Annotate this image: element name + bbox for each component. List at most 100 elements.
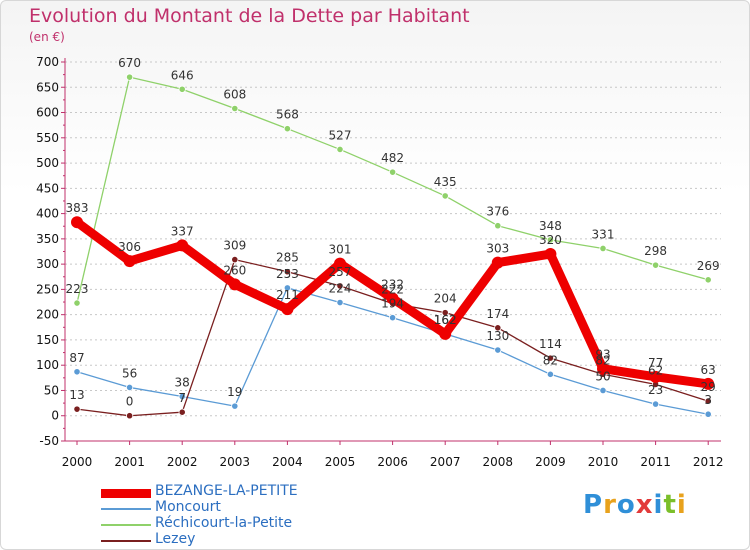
data-label-1: 50 bbox=[595, 369, 610, 383]
data-label-3: 82 bbox=[595, 353, 610, 367]
series-point-0 bbox=[176, 239, 189, 252]
series-point-2 bbox=[126, 73, 134, 81]
series-point-2 bbox=[494, 222, 502, 230]
series-point-2 bbox=[651, 261, 660, 269]
data-label-2: 435 bbox=[434, 175, 457, 189]
series-point-3 bbox=[336, 282, 344, 290]
data-label-0: 211 bbox=[276, 288, 299, 302]
series-point-3 bbox=[494, 324, 502, 332]
data-label-1: 162 bbox=[434, 313, 457, 327]
x-tick-label: 2012 bbox=[693, 455, 724, 469]
logo-letter: r bbox=[603, 490, 617, 520]
series-point-3 bbox=[283, 268, 291, 276]
axes bbox=[61, 58, 721, 445]
x-tick-label: 2010 bbox=[588, 455, 619, 469]
data-label-3: 309 bbox=[223, 239, 246, 253]
data-label-1: 56 bbox=[122, 366, 137, 380]
data-label-2: 482 bbox=[381, 151, 404, 165]
series-point-1 bbox=[126, 383, 134, 392]
data-label-1: 82 bbox=[543, 353, 558, 367]
data-label-1: 23 bbox=[648, 383, 663, 397]
data-label-2: 269 bbox=[697, 259, 720, 273]
logo-letter: P bbox=[583, 490, 604, 520]
data-label-0: 303 bbox=[486, 242, 509, 256]
data-label-0: 260 bbox=[223, 263, 246, 277]
data-label-1: 87 bbox=[69, 351, 84, 365]
y-tick-label: 0 bbox=[51, 409, 59, 423]
series-point-0 bbox=[702, 377, 715, 390]
series-lines bbox=[71, 73, 715, 420]
series-point-3 bbox=[704, 397, 712, 405]
data-label-0: 337 bbox=[171, 224, 194, 238]
data-label-3: 13 bbox=[69, 388, 84, 402]
y-tick-label: 300 bbox=[36, 257, 59, 271]
series-point-2 bbox=[388, 168, 397, 176]
x-tick-labels: 2000 2001 2002 2003 2004 2005 2006 2007 2008 2009… bbox=[62, 455, 724, 469]
series-point-2 bbox=[73, 299, 81, 307]
logo-letter: o bbox=[616, 490, 636, 520]
series-point-3 bbox=[546, 354, 555, 362]
logo-letter: t bbox=[663, 490, 677, 520]
proxiti-logo: Proxiti bbox=[583, 490, 687, 520]
series-line-2 bbox=[76, 76, 709, 304]
data-label-1: 38 bbox=[175, 376, 190, 390]
series-point-2 bbox=[336, 145, 344, 154]
series-point-1 bbox=[231, 402, 239, 410]
y-tick-label: 450 bbox=[36, 181, 59, 195]
chart-title: Evolution du Montant de la Dette par Hab… bbox=[29, 5, 470, 27]
series-point-0 bbox=[439, 327, 452, 340]
series-point-2 bbox=[441, 192, 449, 200]
x-tick-label: 2000 bbox=[62, 455, 93, 469]
series-point-3 bbox=[126, 412, 134, 420]
x-tick-label: 2003 bbox=[220, 455, 251, 469]
series-point-2 bbox=[178, 85, 186, 93]
chart-subtitle: (en €) bbox=[29, 30, 65, 44]
series-point-0 bbox=[123, 255, 136, 268]
data-label-3: 257 bbox=[329, 265, 352, 279]
data-label-0: 162 bbox=[434, 313, 457, 327]
x-tick-label: 2006 bbox=[377, 455, 408, 469]
series-point-0 bbox=[228, 278, 241, 291]
y-tick-label: 350 bbox=[36, 232, 59, 246]
y-tick-label: 400 bbox=[36, 207, 59, 221]
series-point-1 bbox=[546, 370, 555, 378]
data-label-1: 19 bbox=[227, 385, 242, 399]
data-label-1: 253 bbox=[276, 267, 299, 281]
data-label-3: 114 bbox=[539, 337, 562, 351]
data-label-0: 63 bbox=[701, 363, 716, 377]
data-label-2: 223 bbox=[66, 282, 89, 296]
data-label-2: 568 bbox=[276, 108, 299, 122]
y-tick-labels: 7006506005505004504003503002502001501005… bbox=[36, 55, 59, 448]
legend-label: Moncourt bbox=[155, 499, 221, 515]
data-label-3: 174 bbox=[486, 307, 509, 321]
data-label-3: 0 bbox=[126, 395, 134, 409]
y-tick-label: 250 bbox=[36, 282, 59, 296]
x-tick-label: 2005 bbox=[325, 455, 356, 469]
data-label-2: 298 bbox=[644, 244, 667, 258]
x-tick-label: 2004 bbox=[272, 455, 303, 469]
data-label-0: 77 bbox=[648, 356, 663, 370]
y-tick-label: 200 bbox=[36, 308, 59, 322]
y-tick-label: -50 bbox=[39, 434, 59, 448]
data-label-2: 331 bbox=[592, 227, 615, 241]
series-point-0 bbox=[491, 256, 504, 269]
data-label-2: 608 bbox=[223, 87, 246, 101]
series-point-0 bbox=[597, 362, 609, 375]
data-label-3: 204 bbox=[434, 292, 457, 306]
series-point-2 bbox=[283, 125, 291, 133]
data-label-0: 383 bbox=[66, 201, 89, 215]
series-point-0 bbox=[544, 248, 557, 261]
x-tick-label: 2011 bbox=[640, 455, 671, 469]
y-tick-label: 150 bbox=[36, 333, 59, 347]
series-point-1 bbox=[704, 410, 712, 418]
legend-label: Lezey bbox=[155, 531, 196, 547]
series-point-1 bbox=[599, 386, 607, 395]
series-point-1 bbox=[73, 368, 81, 376]
legend-swatch bbox=[101, 540, 151, 542]
logo-letter: i bbox=[653, 490, 664, 520]
series-point-1 bbox=[178, 392, 186, 401]
series-point-3 bbox=[231, 255, 239, 264]
logo-letter: x bbox=[635, 490, 654, 520]
series-point-2 bbox=[704, 276, 712, 284]
